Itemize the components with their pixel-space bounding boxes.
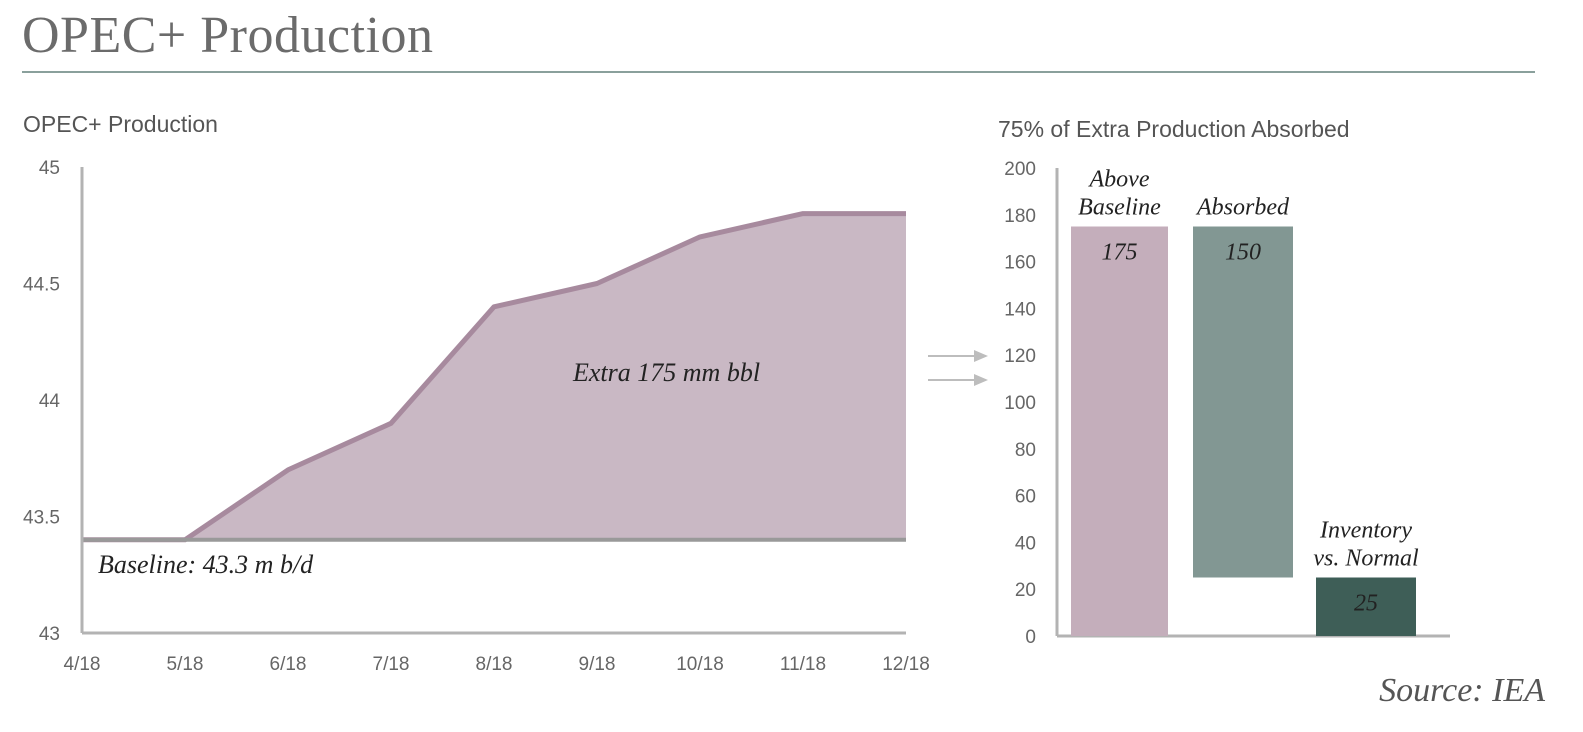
- bar-value-label: 150: [1225, 240, 1261, 266]
- right-chart-title: 75% of Extra Production Absorbed: [998, 116, 1350, 142]
- extra-production-annotation: Extra 175 mm bbl: [572, 358, 760, 387]
- y-tick-label: 80: [1015, 440, 1036, 461]
- bar-category-label: Absorbed: [1195, 195, 1290, 221]
- x-tick-label: 5/18: [167, 654, 204, 675]
- arrow-icon: [928, 350, 988, 362]
- y-tick-label: 120: [1004, 346, 1036, 367]
- arrow-pair: [928, 350, 988, 386]
- production-line: [82, 211, 906, 543]
- baseline-label: Baseline: 43.3 m b/d: [98, 550, 314, 579]
- bar-value-label: 175: [1102, 240, 1138, 266]
- y-tick-label: 43: [39, 624, 60, 645]
- bar-category-label: Baseline: [1078, 195, 1161, 221]
- y-tick-label: 200: [1004, 159, 1036, 180]
- source-note: Source: IEA: [1379, 672, 1545, 709]
- bar-category-label: Above: [1088, 167, 1150, 193]
- x-tick-label: 6/18: [270, 654, 307, 675]
- bar-category-label: Inventory: [1319, 518, 1412, 544]
- y-tick-label: 160: [1004, 253, 1036, 274]
- x-tick-label: 9/18: [579, 654, 616, 675]
- page-title: OPEC+ Production: [22, 7, 434, 64]
- y-tick-label: 43.5: [23, 508, 60, 529]
- y-tick-label: 100: [1004, 393, 1036, 414]
- y-tick-label: 44.5: [23, 275, 60, 296]
- production-area: [82, 213, 906, 540]
- y-tick-label: 44: [39, 391, 61, 412]
- x-tick-label: 12/18: [882, 654, 930, 675]
- y-tick-label: 20: [1015, 580, 1036, 601]
- bar: [1316, 577, 1416, 636]
- x-tick-label: 8/18: [476, 654, 513, 675]
- x-tick-label: 11/18: [780, 654, 826, 675]
- bar-category-label: vs. Normal: [1313, 546, 1419, 572]
- bar: [1193, 226, 1293, 578]
- left-chart-title: OPEC+ Production: [23, 111, 218, 137]
- y-tick-label: 40: [1015, 533, 1036, 554]
- y-tick-label: 180: [1004, 206, 1036, 227]
- y-tick-label: 45: [39, 158, 60, 179]
- y-tick-label: 0: [1025, 627, 1036, 648]
- line-chart: OPEC+ Production 43 43.5 44 44.5 45 4/18 5/18…: [23, 111, 930, 675]
- x-tick-label: 10/18: [676, 654, 724, 675]
- x-tick-label: 7/18: [373, 654, 410, 675]
- bar-chart: 75% of Extra Production Absorbed 0 20 40 60…: [998, 116, 1450, 648]
- bar-value-label: 25: [1354, 591, 1378, 617]
- x-tick-label: 4/18: [64, 654, 101, 675]
- bar: [1071, 226, 1168, 636]
- y-tick-label: 60: [1015, 487, 1036, 508]
- title-divider: [22, 71, 1535, 73]
- arrow-icon: [928, 374, 988, 386]
- y-tick-label: 140: [1004, 299, 1036, 320]
